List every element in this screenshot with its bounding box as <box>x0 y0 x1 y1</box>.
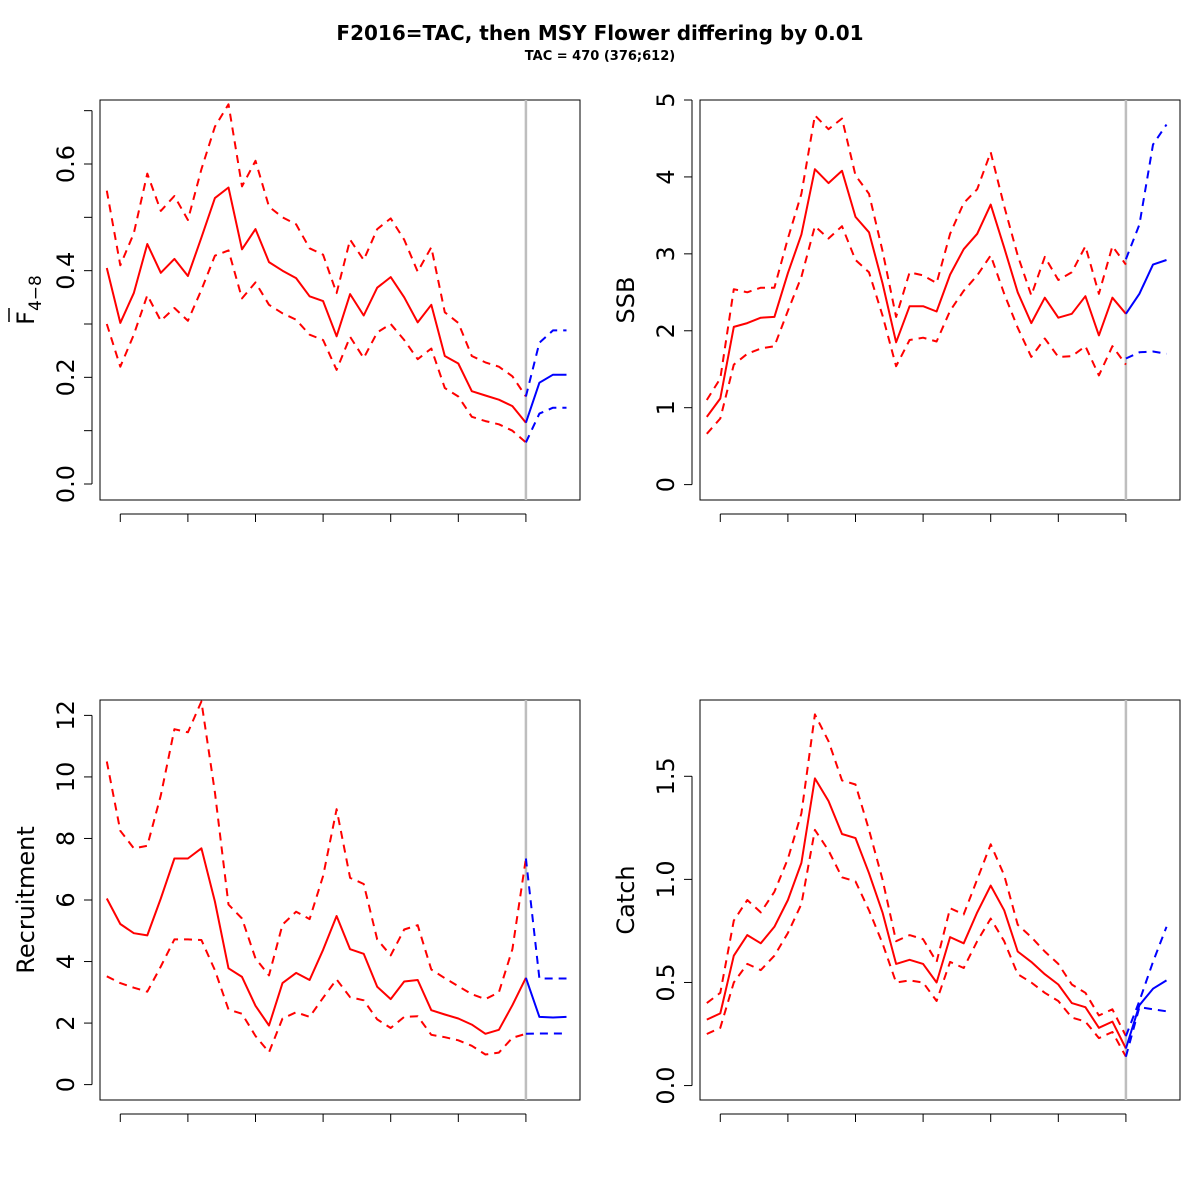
plot-frame-catch <box>699 699 1181 1101</box>
plot-frame-recruitment <box>99 699 581 1101</box>
y-axis-label-main-recruitment: Recruitment <box>12 826 40 973</box>
panel-recruitment: 0 2 4 6 8 10 12 Recruitment <box>12 699 581 1122</box>
series-ssb-historical-solid-0 <box>705 168 1127 418</box>
y-axis-label-main-catch: Catch <box>612 865 640 934</box>
series-f-forecast-dashed-5 <box>524 406 567 443</box>
y-axis-label-catch: Catch <box>612 865 640 934</box>
y-axis-label-f: F4−8 <box>12 275 46 325</box>
series-catch-historical-dashed-2 <box>706 828 1127 1058</box>
y-tick-label-recruitment-1: 2 <box>52 1015 80 1030</box>
y-tick-label-recruitment-5: 10 <box>52 762 80 793</box>
panel-catch: 0.0 0.5 1.0 1.5 Catch <box>612 699 1181 1122</box>
y-tick-label-f-1: 0.2 <box>52 358 80 396</box>
series-ssb-forecast-dashed-5 <box>1125 350 1167 360</box>
series-catch-historical-dashed-1 <box>706 713 1127 1037</box>
series-catch-forecast-dashed-4 <box>1124 926 1168 1037</box>
y-tick-label-recruitment-0: 0 <box>52 1077 80 1092</box>
y-axis-label-sub-f: 4−8 <box>26 275 46 311</box>
series-recruitment-forecast-solid-3 <box>524 977 567 1019</box>
y-tick-label-ssb-2: 2 <box>652 323 680 338</box>
y-tick-label-recruitment-3: 6 <box>52 892 80 907</box>
y-tick-label-f-0: 0.0 <box>52 465 80 503</box>
series-recruitment-forecast-dashed-4 <box>524 858 567 980</box>
y-axis-label-ssb: SSB <box>612 277 640 324</box>
panel-ssb: 0 1 2 3 4 5 SSB <box>612 92 1181 522</box>
series-f-historical-dashed-1 <box>105 103 527 398</box>
series-catch-forecast-solid-3 <box>1124 979 1168 1049</box>
plot-frame-ssb <box>699 99 1181 501</box>
y-tick-label-ssb-4: 4 <box>652 169 680 184</box>
y-axis-label-main-ssb: SSB <box>612 277 640 324</box>
y-tick-label-catch-1: 0.5 <box>652 963 680 1001</box>
series-f-forecast-dashed-4 <box>524 329 567 397</box>
series-ssb-historical-dashed-2 <box>706 225 1127 435</box>
y-axis-label-recruitment: Recruitment <box>12 826 40 973</box>
y-tick-label-catch-3: 1.5 <box>652 757 680 795</box>
panel-f: 0.0 0.2 0.4 0.6 F4−8 <box>8 99 581 522</box>
y-tick-label-ssb-5: 5 <box>652 92 680 107</box>
y-tick-label-ssb-3: 3 <box>652 246 680 261</box>
series-f-forecast-solid-3 <box>524 373 567 424</box>
series-f-historical-dashed-2 <box>105 249 527 444</box>
y-tick-label-ssb-0: 0 <box>652 477 680 492</box>
series-f-historical-solid-0 <box>105 186 527 424</box>
series-recruitment-historical-dashed-2 <box>106 938 527 1056</box>
y-tick-label-f-2: 0.4 <box>52 252 80 290</box>
y-tick-label-recruitment-2: 4 <box>52 954 80 969</box>
series-catch-forecast-dashed-5 <box>1124 1006 1167 1057</box>
series-catch-historical-solid-0 <box>706 777 1127 1049</box>
figure-subtitle: TAC = 470 (376;612) <box>525 49 675 64</box>
plot-frame-f <box>99 99 581 501</box>
chart-panels: 0.00.20.40.6F4−8012345SSB024681012Recrui… <box>8 92 1181 1122</box>
figure-title: F2016=TAC, then MSY Flower differing by … <box>336 21 863 45</box>
y-tick-label-ssb-1: 1 <box>652 400 680 415</box>
series-ssb-forecast-dashed-4 <box>1124 124 1168 260</box>
y-tick-label-recruitment-4: 8 <box>52 831 80 846</box>
y-tick-label-catch-2: 1.0 <box>652 860 680 898</box>
y-tick-label-f-3: 0.6 <box>52 145 80 183</box>
series-ssb-historical-dashed-1 <box>705 114 1127 401</box>
series-recruitment-historical-dashed-1 <box>105 700 527 1001</box>
series-ssb-forecast-solid-3 <box>1125 259 1167 315</box>
y-tick-label-recruitment-6: 12 <box>52 700 80 731</box>
y-tick-label-catch-0: 0.0 <box>652 1066 680 1104</box>
y-axis-label-main-f: F <box>12 311 40 325</box>
series-recruitment-historical-solid-0 <box>105 847 527 1035</box>
